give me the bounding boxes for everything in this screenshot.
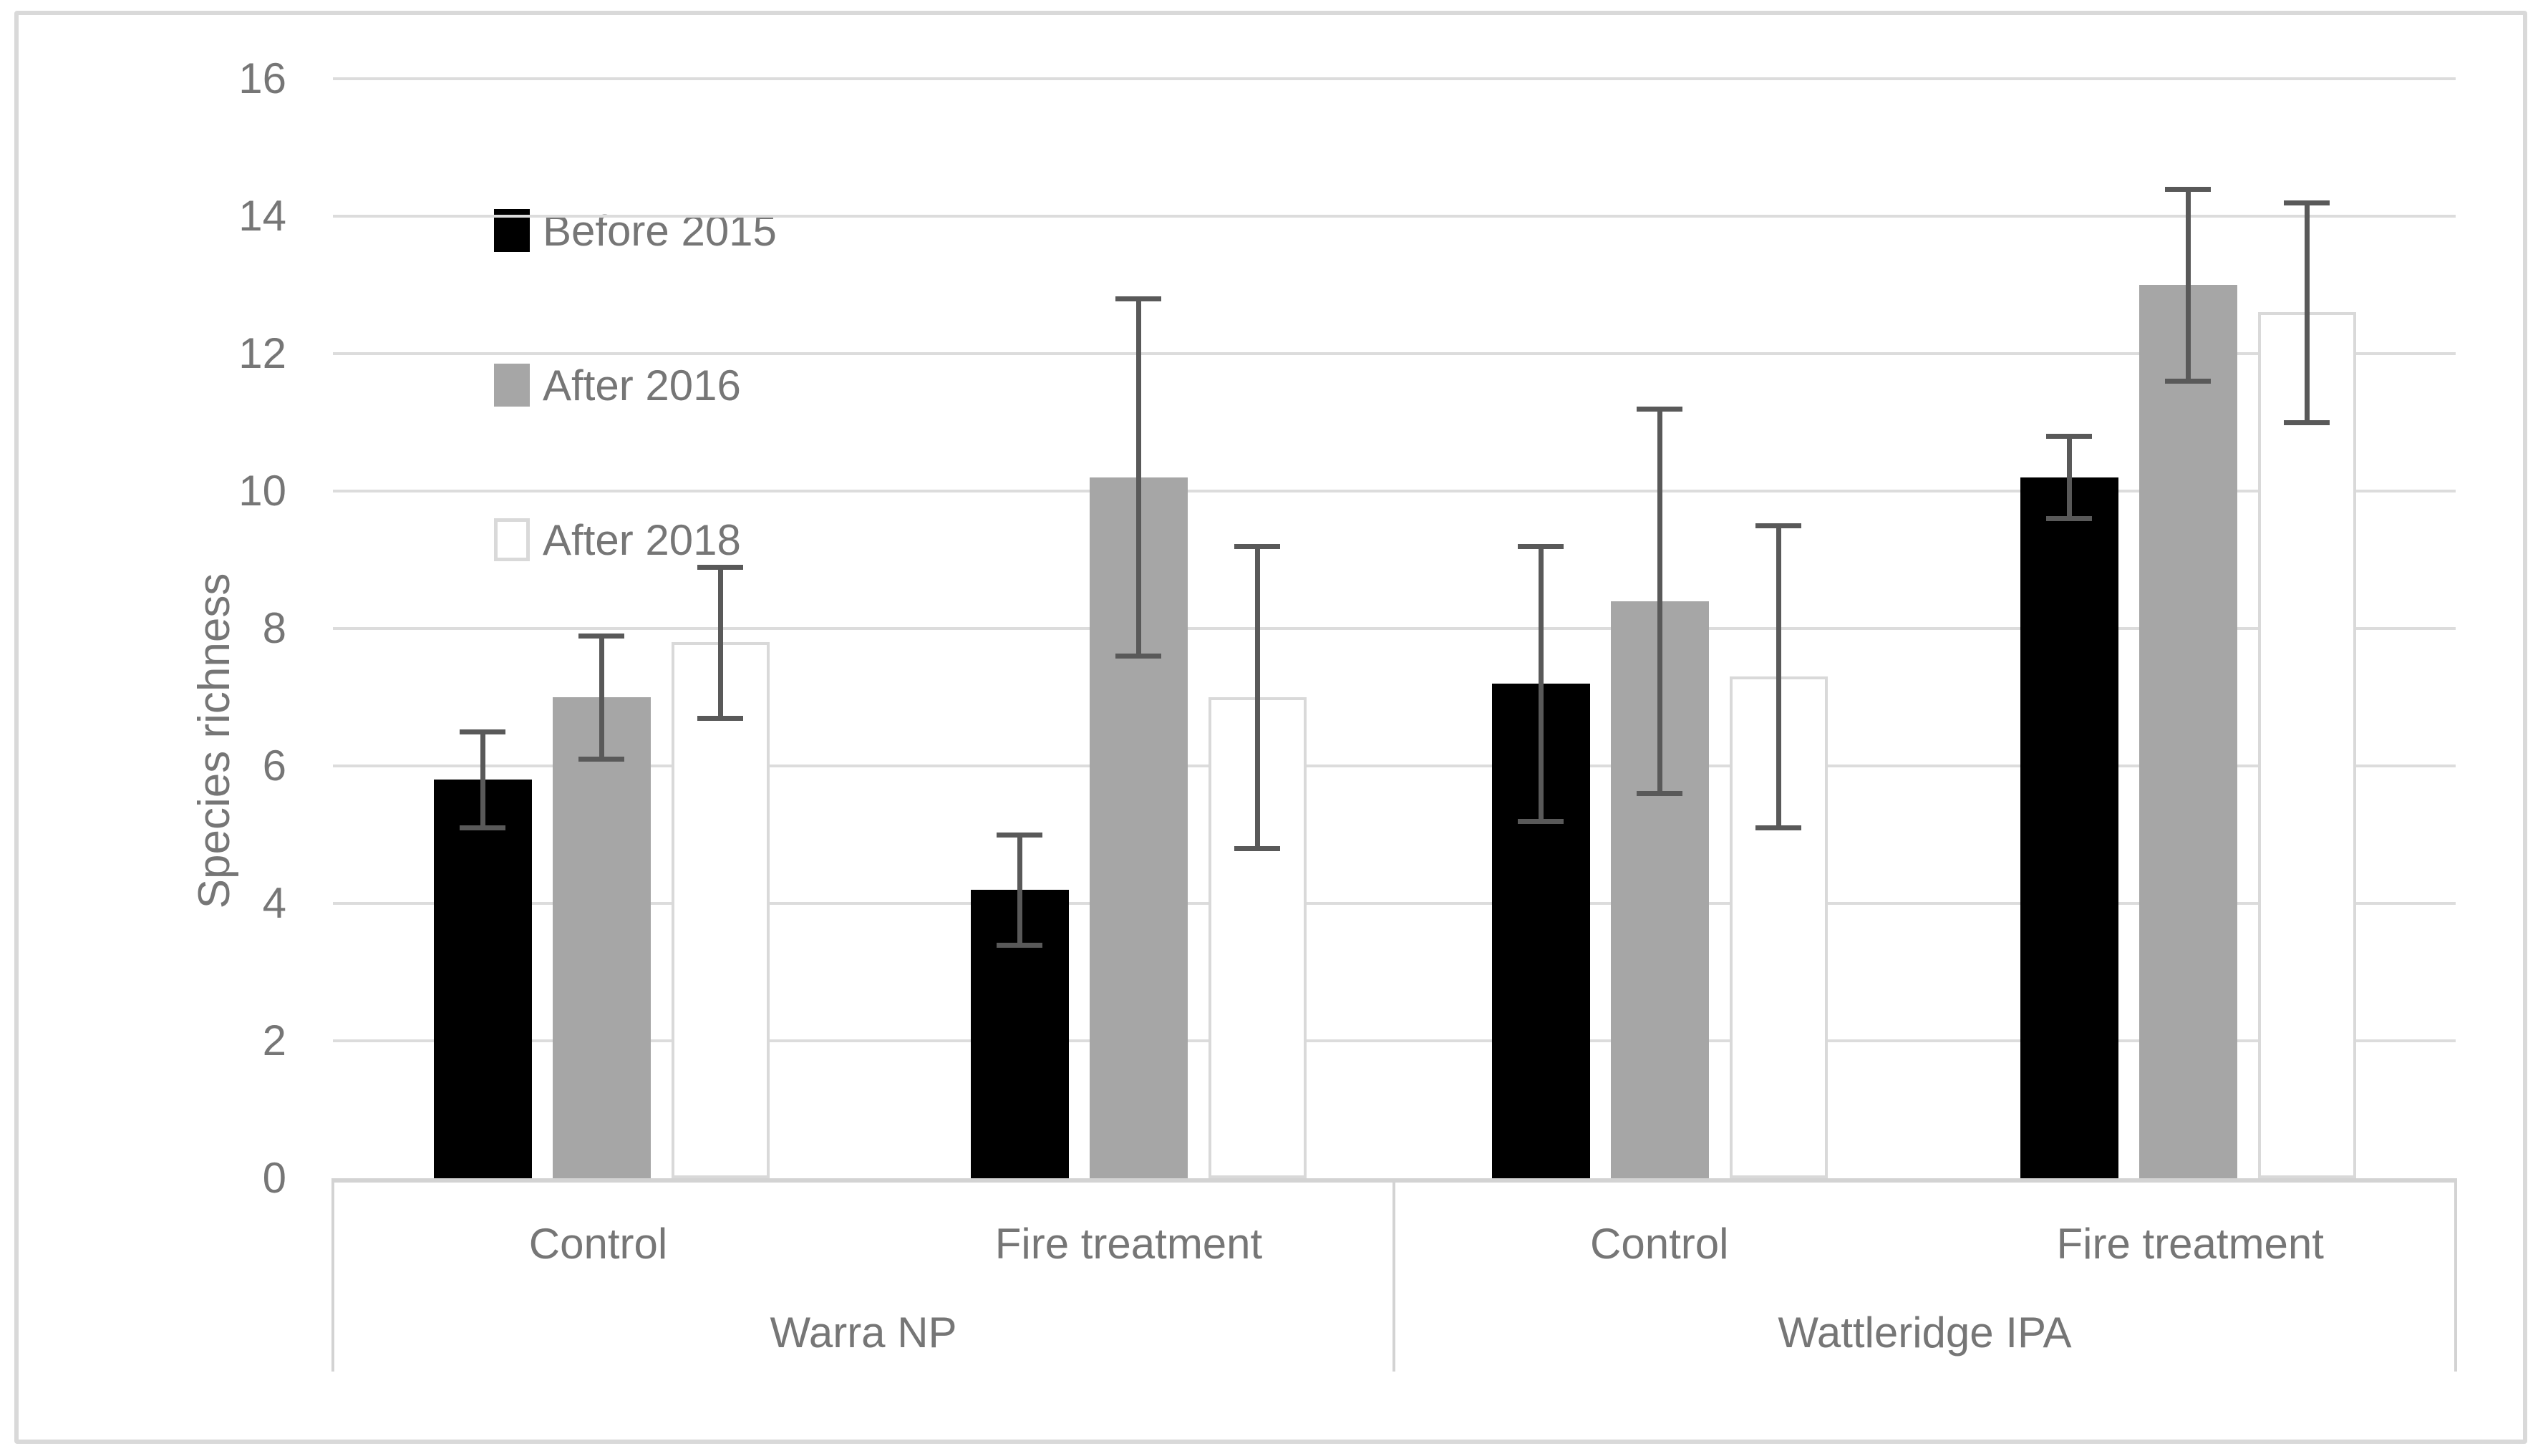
legend-item: Before 2015: [494, 188, 777, 273]
group-divider: [2454, 1178, 2457, 1372]
group-divider: [1392, 1178, 1395, 1372]
error-bar-cap-bottom: [1637, 791, 1682, 797]
site-label: Wattleridge IPA: [1778, 1309, 2072, 1356]
y-tick-label: 8: [262, 604, 286, 652]
y-tick-label: 6: [262, 742, 286, 790]
error-bar-cap-bottom: [1115, 654, 1161, 659]
error-bar-cap-bottom: [2284, 420, 2330, 425]
error-bar: [718, 566, 723, 718]
error-bar-cap-top: [2165, 186, 2211, 192]
gridline: [333, 352, 2456, 355]
error-bar-cap-top: [997, 833, 1042, 838]
error-bar-cap-top: [1755, 523, 1801, 528]
bar: [2138, 285, 2237, 1178]
error-bar-cap-bottom: [1234, 846, 1280, 852]
gridline: [333, 215, 2456, 218]
error-bar: [599, 635, 604, 759]
error-bar: [1776, 525, 1781, 828]
error-bar-cap-bottom: [578, 757, 624, 762]
bar: [433, 780, 532, 1178]
y-tick-label: 16: [238, 54, 286, 102]
gridline: [333, 1039, 2456, 1042]
error-bar-cap-bottom: [997, 942, 1042, 948]
treatment-label: Control: [1590, 1220, 1729, 1268]
error-bar-cap-top: [1518, 543, 1564, 549]
error-bar: [1539, 545, 1544, 821]
error-bar-cap-bottom: [2165, 379, 2211, 384]
legend-label: After 2018: [543, 515, 741, 564]
x-axis-line: [333, 1178, 2456, 1183]
legend-label: Before 2015: [543, 206, 777, 255]
legend-label: After 2016: [543, 361, 741, 409]
error-bar-cap-bottom: [697, 715, 743, 721]
site-label: Warra NP: [770, 1309, 957, 1356]
legend-swatch: [494, 364, 530, 407]
gridline: [333, 627, 2456, 630]
y-tick-label: 4: [262, 879, 286, 927]
error-bar: [2305, 202, 2310, 422]
error-bar-cap-bottom: [1755, 825, 1801, 831]
bar: [2020, 477, 2118, 1178]
y-tick-label: 12: [238, 329, 286, 377]
error-bar-cap-top: [578, 633, 624, 639]
y-tick-label: 2: [262, 1016, 286, 1064]
treatment-label: Fire treatment: [994, 1220, 1263, 1268]
bar: [2257, 312, 2356, 1178]
error-bar: [1255, 545, 1260, 849]
group-divider: [331, 1178, 334, 1372]
error-bar: [2186, 188, 2191, 382]
error-bar: [1136, 299, 1141, 656]
error-bar-cap-bottom: [1518, 818, 1564, 824]
gridline: [333, 902, 2456, 905]
error-bar: [1657, 408, 1662, 794]
y-tick-label: 10: [238, 467, 286, 515]
error-bar-cap-top: [460, 729, 505, 734]
y-tick-label: 14: [238, 192, 286, 240]
error-bar-cap-top: [697, 564, 743, 570]
error-bar-cap-bottom: [2046, 516, 2092, 522]
error-bar: [1017, 835, 1022, 945]
error-bar: [2067, 436, 2072, 519]
error-bar-cap-bottom: [460, 825, 505, 831]
legend-swatch: [494, 518, 530, 561]
bar: [552, 697, 651, 1178]
treatment-label: Control: [528, 1220, 668, 1268]
error-bar-cap-top: [2046, 434, 2092, 440]
legend-item: After 2016: [494, 342, 741, 428]
treatment-label: Fire treatment: [2056, 1220, 2324, 1268]
error-bar-cap-top: [2284, 200, 2330, 205]
gridline: [333, 765, 2456, 767]
y-tick-label: 0: [262, 1154, 286, 1202]
error-bar-cap-top: [1637, 406, 1682, 412]
gridline: [333, 77, 2456, 80]
legend-item: After 2018: [494, 497, 741, 583]
error-bar-cap-top: [1234, 543, 1280, 549]
gridline: [333, 490, 2456, 492]
error-bar-cap-top: [1115, 296, 1161, 302]
bar: [671, 642, 770, 1178]
error-bar: [480, 732, 485, 828]
figure-border: [14, 11, 2527, 1444]
